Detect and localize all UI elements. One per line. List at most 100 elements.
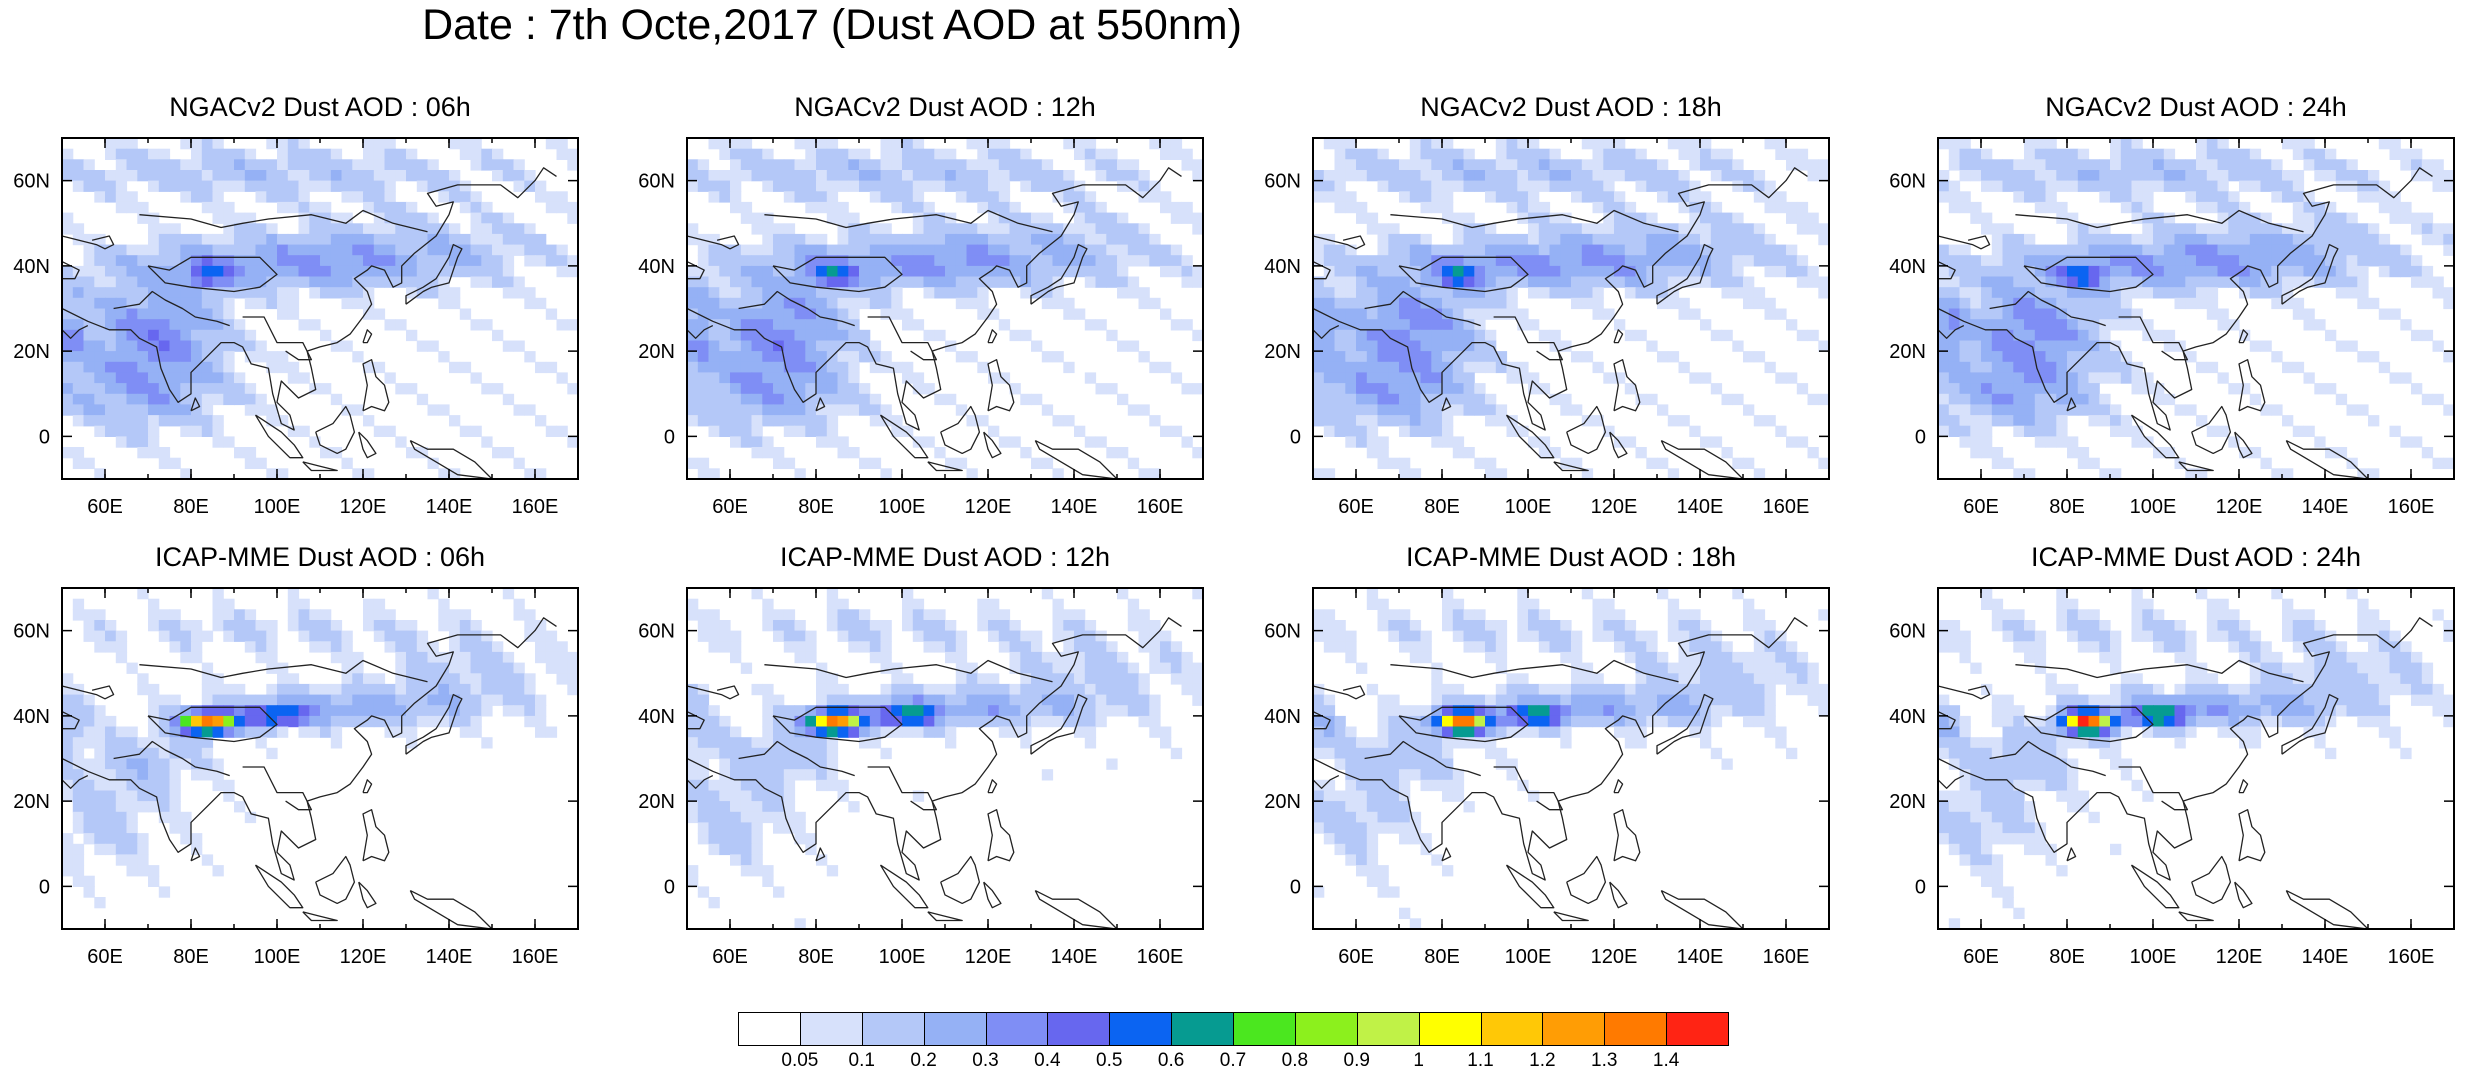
lat-tick-label: 20N (13, 791, 50, 813)
lat-tick-label: 0 (1915, 876, 1926, 898)
lat-tick-label: 20N (1264, 341, 1301, 363)
colorbar-tick-label: 1.3 (1574, 1050, 1634, 1072)
colorbar-tick-label: 0.6 (1141, 1050, 1201, 1072)
lon-tick-label: 120E (965, 496, 1012, 518)
colorbar-tick-label: 0.8 (1265, 1050, 1325, 1072)
lon-tick-label: 140E (1051, 496, 1098, 518)
lat-tick-label: 0 (39, 426, 50, 448)
lat-tick-label: 60N (1264, 621, 1301, 643)
lon-tick-label: 140E (1677, 946, 1724, 968)
colorbar-swatch (1171, 1012, 1234, 1046)
aod-field (1938, 138, 2455, 480)
lon-tick-label: 100E (254, 496, 301, 518)
colorbar-tick-label: 1 (1389, 1050, 1449, 1072)
aod-field (1313, 588, 1830, 930)
colorbar-swatch (1047, 1012, 1110, 1046)
lat-tick-label: 40N (1264, 706, 1301, 728)
lon-tick-label: 120E (1591, 946, 1638, 968)
lat-tick-label: 40N (638, 256, 675, 278)
colorbar-swatch (986, 1012, 1049, 1046)
panel-title: NGACv2 Dust AOD : 06h (40, 91, 600, 123)
lon-tick-label: 140E (2302, 946, 2349, 968)
panel-title: ICAP-MME Dust AOD : 12h (665, 541, 1225, 573)
colorbar-tick-label: 0.5 (1079, 1050, 1139, 1072)
lat-tick-label: 60N (13, 621, 50, 643)
lon-tick-label: 160E (1137, 496, 1184, 518)
panel-title: NGACv2 Dust AOD : 12h (665, 91, 1225, 123)
lat-tick-label: 20N (638, 341, 675, 363)
colorbar-tick-label: 1.4 (1636, 1050, 1696, 1072)
lon-tick-label: 120E (340, 496, 387, 518)
lon-tick-label: 80E (798, 946, 834, 968)
lon-tick-label: 80E (2049, 496, 2085, 518)
lon-tick-label: 80E (2049, 946, 2085, 968)
lon-tick-label: 160E (512, 496, 559, 518)
lon-tick-label: 160E (1763, 946, 1810, 968)
colorbar-swatch (1542, 1012, 1605, 1046)
lat-tick-label: 60N (638, 171, 675, 193)
lon-tick-label: 100E (879, 496, 926, 518)
colorbar-swatch (1481, 1012, 1544, 1046)
lon-tick-label: 100E (254, 946, 301, 968)
lon-tick-label: 140E (426, 946, 473, 968)
lon-tick-label: 160E (2388, 496, 2435, 518)
lon-tick-label: 80E (173, 496, 209, 518)
colorbar-swatch (800, 1012, 863, 1046)
lon-tick-label: 100E (879, 946, 926, 968)
lon-tick-label: 100E (2130, 496, 2177, 518)
lat-tick-label: 60N (1889, 621, 1926, 643)
lat-tick-label: 40N (1889, 256, 1926, 278)
lat-tick-label: 40N (13, 706, 50, 728)
lon-tick-label: 60E (87, 496, 123, 518)
colorbar-swatch (1666, 1012, 1729, 1046)
colorbar-tick-label: 1.1 (1451, 1050, 1511, 1072)
lon-tick-label: 60E (712, 946, 748, 968)
colorbar-tick-label: 0.9 (1327, 1050, 1387, 1072)
lat-tick-label: 60N (1889, 171, 1926, 193)
lat-tick-label: 20N (638, 791, 675, 813)
colorbar-tick-label: 0.3 (956, 1050, 1016, 1072)
lon-tick-label: 120E (965, 946, 1012, 968)
lon-tick-label: 160E (1137, 946, 1184, 968)
lat-tick-label: 20N (1889, 341, 1926, 363)
panel-title: NGACv2 Dust AOD : 24h (1916, 91, 2466, 123)
lon-tick-label: 80E (798, 496, 834, 518)
colorbar-swatch (924, 1012, 987, 1046)
colorbar-swatch (1604, 1012, 1667, 1046)
colorbar-tick-label: 0.7 (1203, 1050, 1263, 1072)
colorbar-tick-label: 0.2 (894, 1050, 954, 1072)
lat-tick-label: 20N (1264, 791, 1301, 813)
lon-tick-label: 120E (2216, 496, 2263, 518)
panel-title: ICAP-MME Dust AOD : 24h (1916, 541, 2466, 573)
lon-tick-label: 60E (1338, 946, 1374, 968)
aod-field (687, 588, 1204, 930)
lon-tick-label: 80E (1424, 496, 1460, 518)
aod-colorbar (738, 1012, 1728, 1046)
lat-tick-label: 40N (1264, 256, 1301, 278)
lon-tick-label: 80E (1424, 946, 1460, 968)
lon-tick-label: 100E (1505, 946, 1552, 968)
colorbar-swatch (1419, 1012, 1482, 1046)
lon-tick-label: 60E (87, 946, 123, 968)
lat-tick-label: 40N (638, 706, 675, 728)
lon-tick-label: 140E (426, 496, 473, 518)
lon-tick-label: 140E (1677, 496, 1724, 518)
panel-title: ICAP-MME Dust AOD : 06h (40, 541, 600, 573)
lon-tick-label: 60E (1338, 496, 1374, 518)
colorbar-swatch (1357, 1012, 1420, 1046)
lat-tick-label: 0 (664, 426, 675, 448)
lon-tick-label: 160E (512, 946, 559, 968)
lon-tick-label: 120E (1591, 496, 1638, 518)
lat-tick-label: 60N (1264, 171, 1301, 193)
lat-tick-label: 20N (1889, 791, 1926, 813)
lat-tick-label: 40N (13, 256, 50, 278)
lon-tick-label: 60E (712, 496, 748, 518)
lon-tick-label: 140E (2302, 496, 2349, 518)
